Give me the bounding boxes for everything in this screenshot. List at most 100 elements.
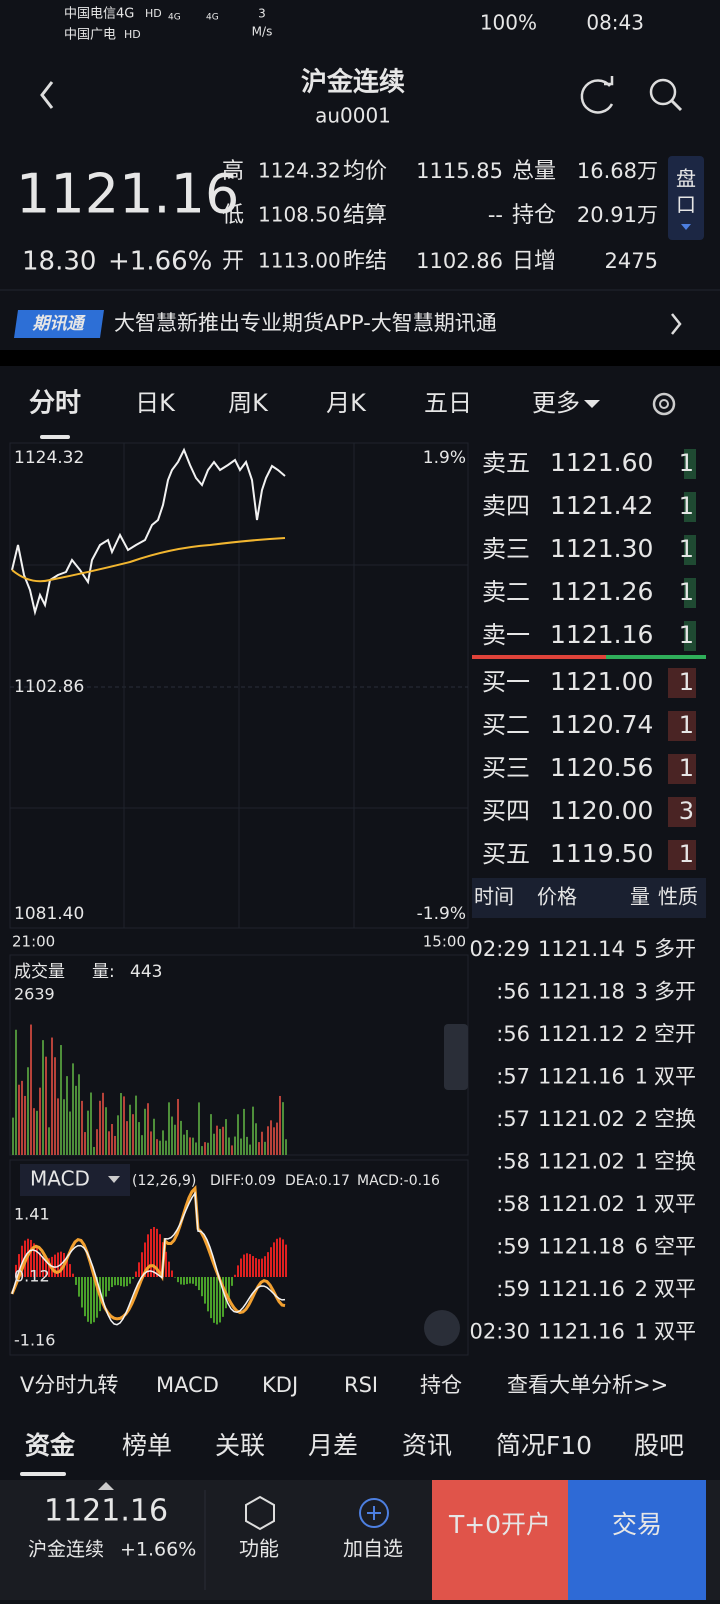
carrier: 中国广电: [64, 28, 116, 43]
back-button[interactable]: [40, 81, 54, 109]
volume-bar: [285, 1139, 287, 1155]
bottom-tab[interactable]: 榜单: [122, 1431, 172, 1460]
stat-value: 16.68万: [577, 159, 658, 183]
tab[interactable]: 五日: [424, 389, 472, 417]
bottom-tab[interactable]: 资金: [25, 1431, 76, 1460]
bottom-tab[interactable]: 股吧: [634, 1431, 684, 1460]
volume-bar: [258, 1142, 260, 1155]
settings-button[interactable]: [652, 392, 676, 416]
fullscreen-button[interactable]: [424, 1310, 460, 1346]
volume-bar: [63, 1099, 65, 1155]
footer-name: 沪金连续: [28, 1539, 104, 1561]
macd-bar: [135, 1271, 137, 1277]
volume-bar: [114, 1135, 116, 1155]
macd-bar: [180, 1277, 182, 1285]
book-qty: 1: [679, 492, 694, 520]
macd-bar: [15, 1264, 17, 1277]
stat-value: 1113.00: [258, 249, 341, 273]
volume-bar: [213, 1133, 215, 1155]
volume-bar: [33, 1108, 35, 1155]
macd-bar: [96, 1277, 98, 1318]
footer-open[interactable]: T+0开户: [448, 1510, 551, 1539]
book-qty: 1: [679, 449, 694, 477]
volume-bar: [204, 1142, 206, 1155]
trade-time: 02:29: [469, 937, 530, 961]
indicator-tab[interactable]: 持仓: [420, 1373, 462, 1397]
trade-time: 02:30: [469, 1320, 530, 1344]
macd-bar: [138, 1262, 140, 1277]
tab[interactable]: 日K: [135, 389, 176, 417]
volume-bar: [237, 1114, 239, 1155]
volume-bar: [273, 1127, 275, 1155]
macd-bar: [210, 1277, 212, 1319]
bottom-tab[interactable]: 关联: [215, 1431, 265, 1460]
volume-bar: [18, 1084, 20, 1155]
search-button[interactable]: [649, 78, 683, 112]
footer-func[interactable]: 功能: [239, 1537, 279, 1561]
volume-bar: [129, 1104, 131, 1155]
indicator-tab[interactable]: KDJ: [262, 1373, 298, 1397]
volume-bar: [165, 1140, 167, 1155]
trade-time: :56: [496, 980, 530, 1004]
trade-nature: 空开: [654, 1022, 696, 1046]
add-icon-plus: [367, 1506, 381, 1520]
macd-bar: [120, 1277, 122, 1286]
macd-bar: [171, 1270, 173, 1277]
trade-button[interactable]: [568, 1480, 706, 1600]
bottom-tab[interactable]: 月差: [308, 1431, 358, 1460]
trade-qty: 2: [635, 1022, 648, 1046]
banner-text[interactable]: 大智慧新推出专业期货APP-大智慧期讯通: [114, 311, 497, 335]
tab[interactable]: 月K: [326, 389, 367, 417]
bottom-tab[interactable]: 资讯: [402, 1431, 452, 1460]
stat-label: 昨结: [343, 249, 387, 274]
volume-bar: [141, 1135, 143, 1155]
book-label: 买二: [482, 711, 530, 739]
pankou-label: 口: [676, 193, 696, 217]
open-account-button[interactable]: [432, 1480, 568, 1600]
trade-time: :59: [496, 1235, 530, 1259]
book-price: 1121.60: [550, 448, 653, 477]
footer-price: 1121.16: [44, 1494, 168, 1529]
indicator-tab[interactable]: RSI: [344, 1373, 378, 1397]
indicator-tab[interactable]: V分时九转: [20, 1373, 118, 1397]
percent: +1.66%: [108, 247, 212, 277]
macd-bar: [192, 1277, 194, 1284]
book-price: 1120.56: [550, 753, 653, 782]
trade-time: :56: [496, 1022, 530, 1046]
indicator-tab[interactable]: MACD: [156, 1373, 219, 1397]
collapse-handle[interactable]: [444, 1024, 468, 1090]
tab[interactable]: 周K: [228, 389, 269, 417]
macd-bar: [150, 1228, 152, 1277]
trade-price: 1121.18: [538, 1235, 625, 1259]
volume-bar: [126, 1121, 128, 1155]
macd-bar: [72, 1273, 74, 1277]
refresh-button[interactable]: [580, 76, 614, 114]
tab-underline: [40, 435, 70, 439]
volume-bar: [177, 1098, 179, 1155]
banner-arrow[interactable]: [671, 313, 682, 335]
trades-header: 量: [630, 885, 650, 909]
volume-bar: [186, 1129, 188, 1155]
bottom-tab[interactable]: 简况F10: [496, 1431, 592, 1460]
footer-trade[interactable]: 交易: [612, 1510, 662, 1539]
tab[interactable]: 分时: [29, 389, 81, 419]
volume-bar: [123, 1096, 125, 1155]
stat-label: 持仓: [512, 203, 556, 228]
tab[interactable]: 更多: [532, 389, 580, 417]
volume-bar: [282, 1102, 284, 1155]
volume-bar: [120, 1093, 122, 1155]
volume-bar: [198, 1102, 200, 1155]
trade-time: :57: [496, 1107, 530, 1131]
pankou-button[interactable]: [668, 156, 704, 240]
stat-label: 日增: [512, 249, 556, 274]
macd-bar: [249, 1254, 251, 1277]
volume-bar: [192, 1137, 194, 1155]
volume-bar: [174, 1124, 176, 1155]
big-order-link[interactable]: 查看大单分析>>: [507, 1373, 668, 1397]
macd-axis-label: 0.12: [14, 1267, 50, 1286]
volume-bar: [87, 1110, 89, 1155]
footer-add[interactable]: 加自选: [343, 1537, 403, 1561]
volume-bar: [219, 1128, 221, 1155]
volume-bar: [222, 1126, 224, 1155]
